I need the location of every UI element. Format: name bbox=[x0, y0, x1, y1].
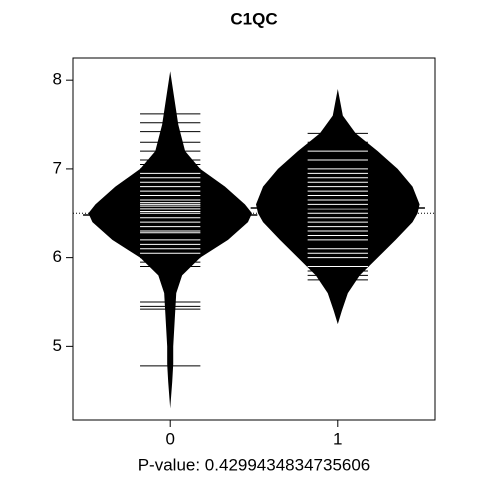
x-axis-label: P-value: 0.4299434834735606 bbox=[138, 455, 371, 474]
y-tick-label: 8 bbox=[53, 70, 62, 89]
bean bbox=[256, 89, 420, 325]
y-tick-label: 5 bbox=[53, 336, 62, 355]
y-tick-label: 6 bbox=[53, 247, 62, 266]
plot-frame bbox=[72, 57, 436, 421]
y-tick-label: 7 bbox=[53, 158, 62, 177]
x-tick-label: 1 bbox=[333, 429, 342, 448]
chart-title: C1QC bbox=[230, 9, 277, 28]
x-tick-label: 0 bbox=[165, 429, 174, 448]
